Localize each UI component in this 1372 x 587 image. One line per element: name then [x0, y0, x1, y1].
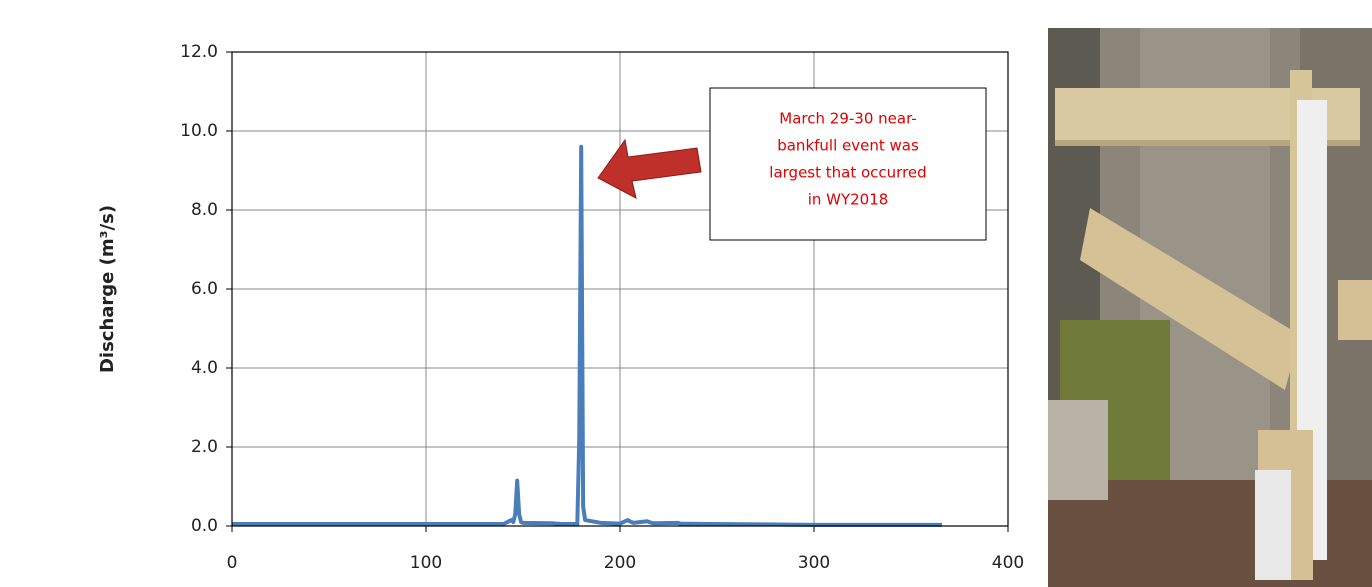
- y-axis-title: Discharge (m³/s): [97, 205, 118, 373]
- annotation-box: [709, 87, 987, 241]
- x-tick-label: 100: [410, 553, 442, 573]
- annotation-arrow: [597, 138, 702, 199]
- x-tick-label: 200: [604, 553, 636, 573]
- y-tick-label: 12.0: [180, 42, 218, 62]
- y-tick-label: 10.0: [180, 121, 218, 141]
- annotation-line: bankfull event was: [777, 137, 919, 155]
- annotation-line: March 29-30 near-: [779, 110, 916, 128]
- x-tick-label: 0: [227, 553, 238, 573]
- y-tick-label: 0.0: [191, 516, 218, 536]
- photo: [1048, 28, 1372, 587]
- y-tick-label: 4.0: [191, 358, 218, 378]
- annotation-line: largest that occurred: [769, 164, 926, 182]
- data-line: [232, 144, 943, 527]
- y-tick-label: 6.0: [191, 279, 218, 299]
- x-tick-label: 300: [798, 553, 830, 573]
- plot-frame: [231, 51, 1009, 527]
- y-tick-label: 8.0: [191, 200, 218, 220]
- x-tick-label: 400: [992, 553, 1024, 573]
- y-tick-label: 2.0: [191, 437, 218, 457]
- annotation-line: in WY2018: [808, 191, 889, 209]
